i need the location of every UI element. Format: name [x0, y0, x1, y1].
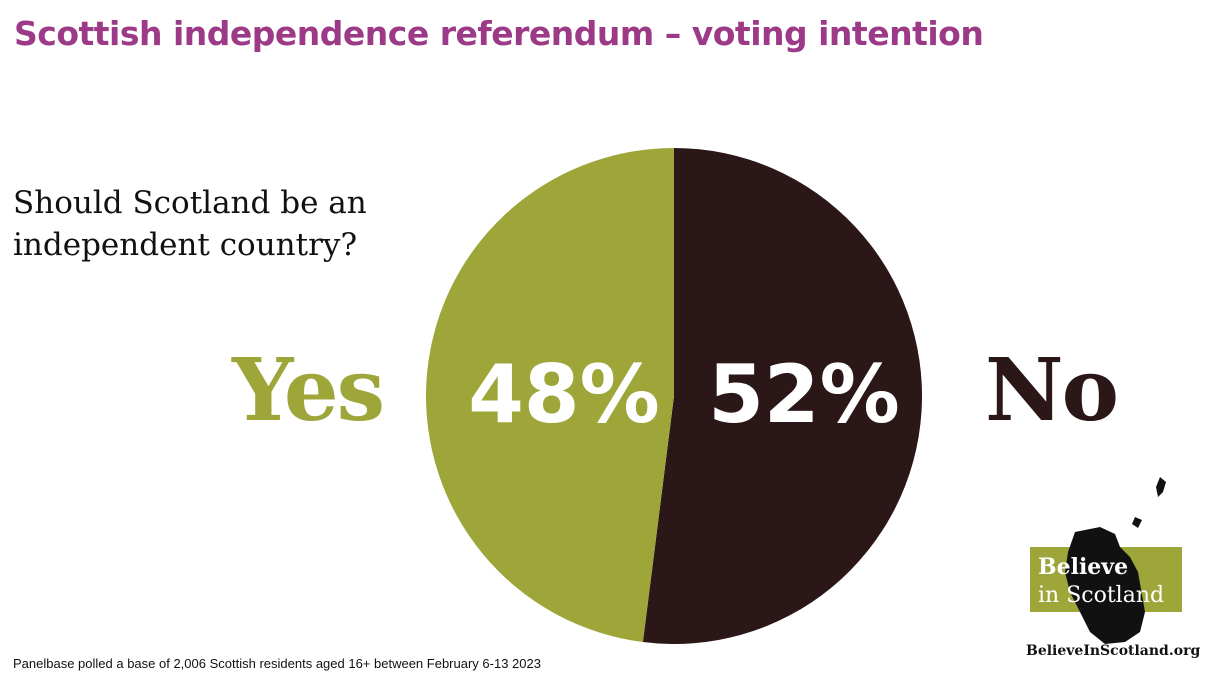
believe-in-scotland-logo: Believe in Scotland	[1030, 477, 1182, 644]
svg-text:in Scotland: in Scotland	[1038, 583, 1164, 608]
data-label-no: 52%	[708, 348, 899, 441]
logo-url: BelieveInScotland.org	[1026, 643, 1201, 659]
pie-slice-no	[642, 148, 922, 644]
source-note: Panelbase polled a base of 2,006 Scottis…	[13, 656, 541, 671]
pie-slice-yes	[425, 148, 674, 643]
data-label-yes: 48%	[468, 348, 659, 441]
svg-text:Believe: Believe	[1038, 554, 1128, 580]
question-text: Should Scotland be an independent countr…	[13, 185, 367, 263]
legend-no: No	[985, 340, 1119, 441]
legend-yes: Yes	[232, 340, 385, 441]
chart-title: Scottish independence referendum – votin…	[14, 14, 984, 53]
